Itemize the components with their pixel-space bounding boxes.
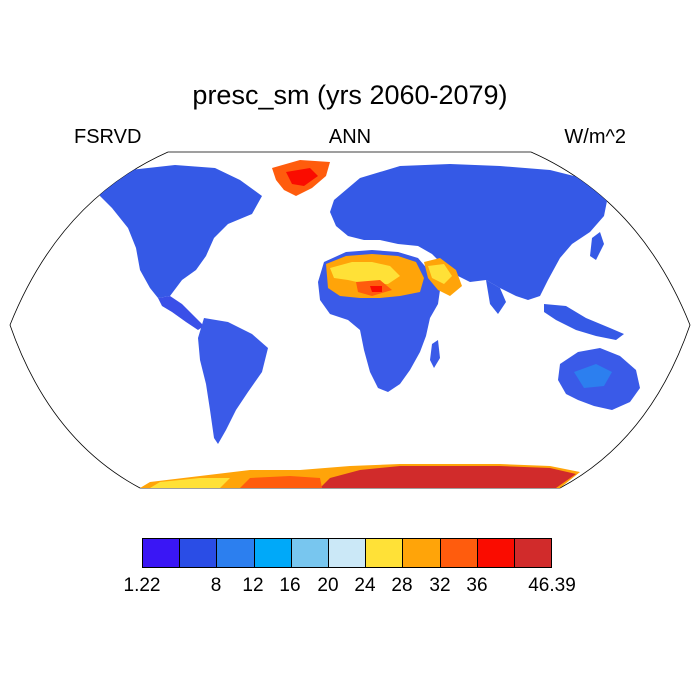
colorbar-box bbox=[143, 539, 181, 567]
colorbar-label: 16 bbox=[279, 575, 301, 596]
eurasia bbox=[330, 164, 608, 300]
colorbar-label: 24 bbox=[354, 575, 376, 596]
season-label: ANN bbox=[328, 126, 372, 148]
colorbar-label: 8 bbox=[210, 575, 222, 596]
colorbar-label: 46.39 bbox=[528, 575, 576, 596]
colorbar-label: 28 bbox=[391, 575, 413, 596]
colorbar-box bbox=[291, 539, 329, 567]
plot-title: presc_sm (yrs 2060-2079) bbox=[192, 80, 508, 110]
case-label: FSRVD bbox=[74, 126, 142, 148]
colorbar-label: 36 bbox=[466, 575, 488, 596]
colorbar-label: 20 bbox=[317, 575, 339, 596]
central-america bbox=[158, 296, 204, 330]
north-america bbox=[98, 165, 262, 298]
colorbar-box bbox=[514, 539, 552, 567]
colorbar-label: 12 bbox=[242, 575, 264, 596]
colorbar bbox=[142, 538, 552, 568]
colorbar-box bbox=[217, 539, 255, 567]
colorbar-box bbox=[254, 539, 292, 567]
units-label: W/m^2 bbox=[564, 126, 626, 148]
colorbar-label: 1.22 bbox=[123, 575, 161, 596]
colorbar-box bbox=[366, 539, 404, 567]
south-america bbox=[198, 318, 268, 444]
colorbar-box bbox=[180, 539, 218, 567]
colorbar-label: 32 bbox=[429, 575, 451, 596]
colorbar-box bbox=[477, 539, 515, 567]
colorbar-box bbox=[328, 539, 367, 567]
colorbar-box bbox=[403, 539, 441, 567]
colorbar-box bbox=[440, 539, 478, 567]
